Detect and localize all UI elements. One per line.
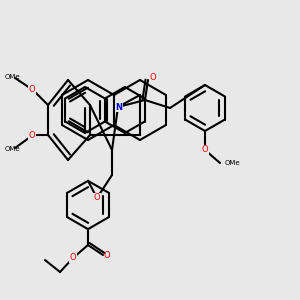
Text: O: O (202, 146, 208, 154)
Text: OMe: OMe (225, 160, 241, 166)
Text: O: O (149, 74, 156, 82)
Text: O: O (70, 254, 76, 262)
Text: O: O (29, 85, 35, 94)
Text: O: O (29, 130, 35, 140)
Text: OMe: OMe (4, 146, 20, 152)
Text: OMe: OMe (4, 74, 20, 80)
Text: N: N (116, 103, 122, 112)
Text: O: O (104, 250, 111, 260)
Text: O: O (94, 194, 100, 202)
